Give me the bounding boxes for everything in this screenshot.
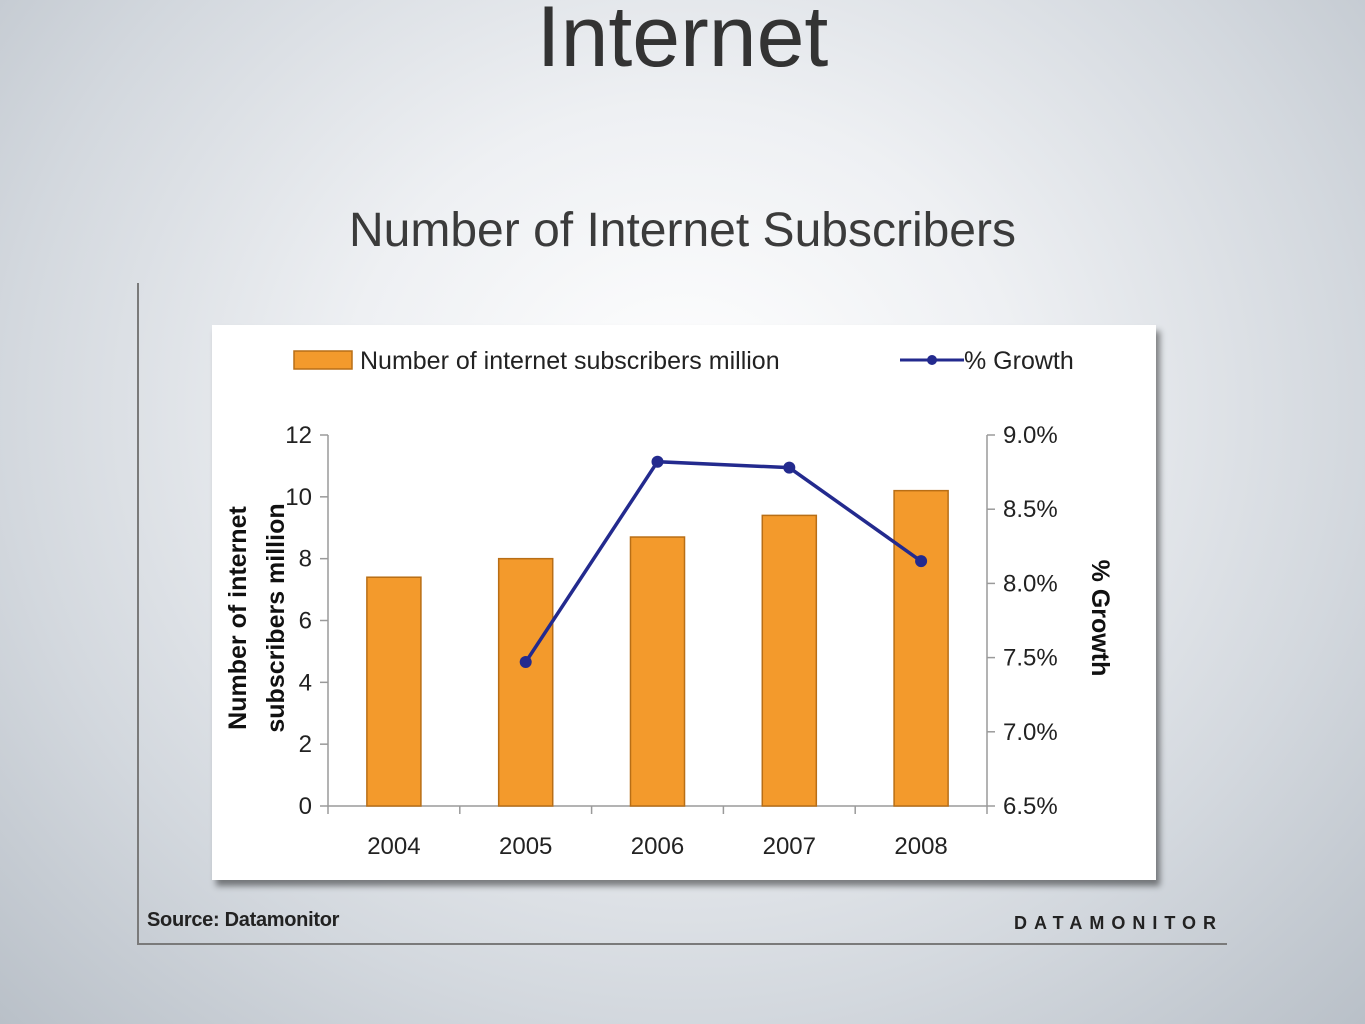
bar: [761, 514, 818, 807]
plot-area: 0 2 4 6 8 10 12 6.5% 7.0% 7.5% 8.0% 8.5% 9.0% 2004 200…: [285, 422, 1057, 860]
x-tick-label: 2007: [763, 833, 816, 860]
chart-legend: Number of internet subscribers million %…: [293, 347, 1074, 375]
y-right-tick-label: 8.0%: [1003, 570, 1058, 597]
y-axis-left-title-line1: Number of internet: [224, 506, 252, 730]
legend-bar-label: Number of internet subscribers million: [360, 347, 780, 375]
y-left-tick-label: 8: [299, 546, 312, 573]
y-right-tick-label: 7.5%: [1003, 645, 1058, 672]
growth-point: [915, 555, 928, 568]
x-tick-label: 2008: [894, 833, 947, 860]
y-right-tick-label: 9.0%: [1003, 422, 1058, 449]
bar: [497, 557, 554, 807]
y-axis-right-title: % Growth: [1086, 560, 1114, 677]
y-axis-left-title-line2: subscribers million: [262, 503, 290, 732]
figure-frame: Number of internet subscribers million %…: [137, 283, 1227, 945]
y-left-tick-label: 6: [299, 608, 312, 635]
y-left-tick-label: 4: [299, 669, 312, 696]
slide-subtitle: Number of Internet Subscribers: [349, 204, 1016, 257]
y-left-tick-label: 10: [285, 484, 312, 511]
bar: [366, 576, 422, 807]
chart-card: Number of internet subscribers million %…: [212, 325, 1156, 880]
source-note: Source: Datamonitor: [147, 909, 340, 931]
legend-line-marker: [927, 355, 937, 365]
brand-logo: DATAMONITOR: [1014, 913, 1223, 933]
y-left-tick-label: 0: [299, 793, 312, 820]
chart-svg: Number of internet subscribers million %…: [224, 347, 1114, 860]
y-left-tick-label: 12: [285, 422, 312, 449]
growth-point: [651, 455, 664, 468]
y-right-tick-label: 7.0%: [1003, 719, 1058, 746]
x-tick-label: 2004: [367, 833, 420, 860]
y-right-tick-label: 8.5%: [1003, 496, 1058, 523]
bar: [893, 489, 949, 807]
slide-title: Internet: [536, 0, 829, 85]
y-left-tick-label: 2: [299, 731, 312, 758]
growth-line: [524, 459, 923, 664]
legend-bar-swatch: [293, 350, 353, 370]
y-right-tick-label: 6.5%: [1003, 793, 1058, 820]
bar: [629, 536, 686, 807]
x-tick-label: 2006: [631, 833, 684, 860]
growth-point: [519, 656, 532, 669]
growth-point: [783, 461, 796, 474]
legend-line-label: % Growth: [964, 347, 1074, 375]
x-tick-label: 2005: [499, 833, 552, 860]
